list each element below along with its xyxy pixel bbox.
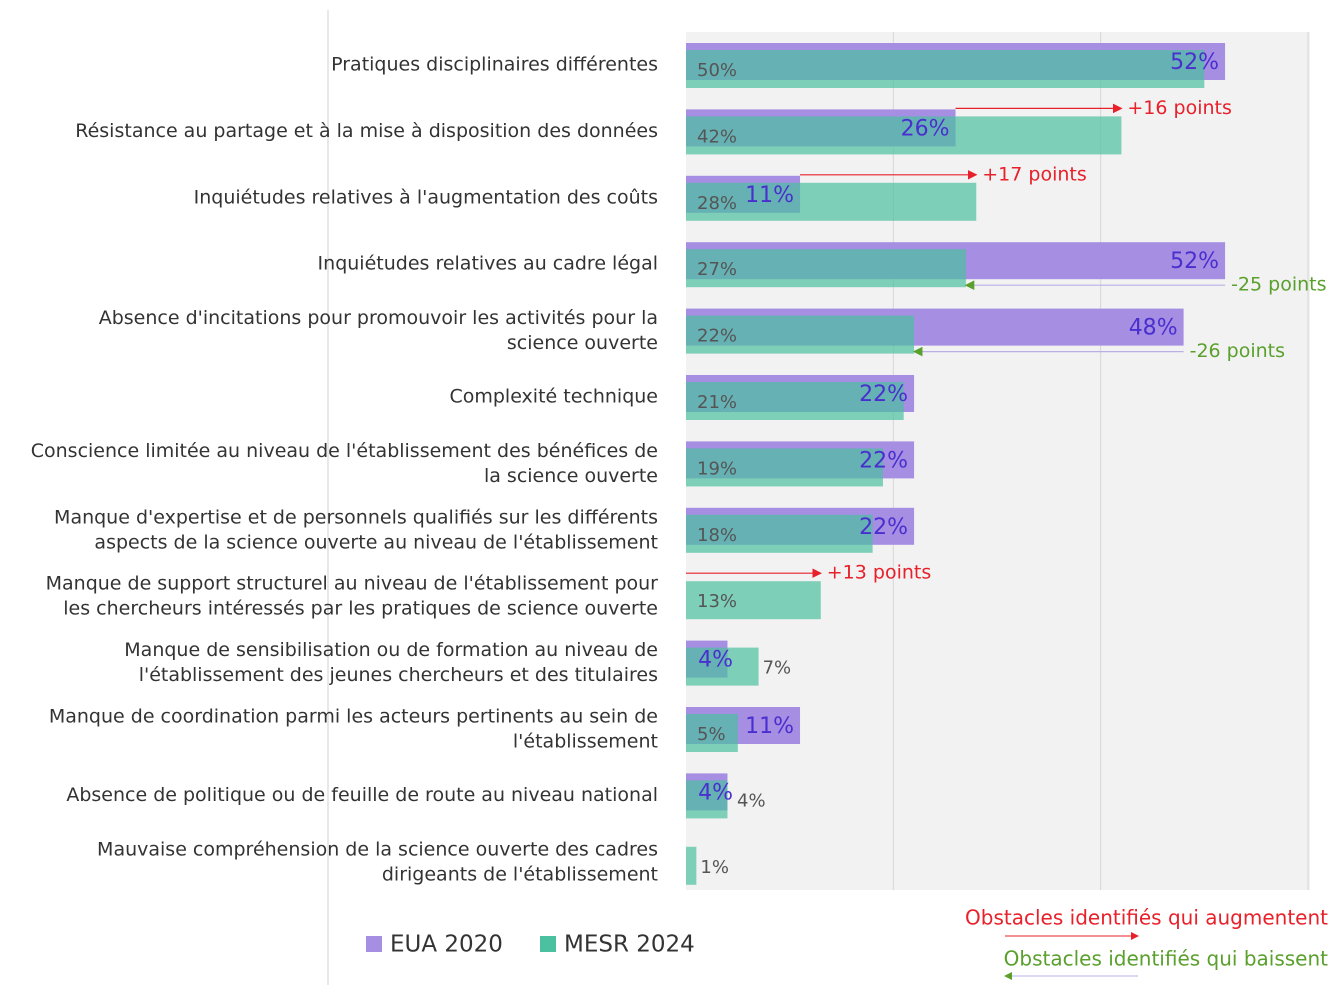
data-label: 22% bbox=[859, 515, 908, 540]
bar bbox=[686, 514, 873, 553]
data-label: 7% bbox=[763, 658, 792, 679]
category-label: Pratiques disciplinaires différentes bbox=[331, 54, 658, 76]
legend-label: MESR 2024 bbox=[564, 932, 695, 958]
category-label: Inquiétudes relatives à l'augmentation d… bbox=[194, 186, 658, 208]
bar bbox=[686, 315, 915, 354]
data-label: 11% bbox=[745, 183, 794, 208]
legend-swatch bbox=[540, 936, 556, 952]
data-label: 52% bbox=[1170, 50, 1219, 75]
bar bbox=[686, 581, 821, 620]
bar bbox=[686, 714, 738, 752]
bar bbox=[686, 249, 966, 288]
data-label: 19% bbox=[697, 458, 737, 479]
annotation: -26 points bbox=[1190, 340, 1285, 362]
data-label: 28% bbox=[697, 193, 737, 214]
category-label: Manque de support structurel au niveau d… bbox=[46, 572, 659, 619]
legend-label: EUA 2020 bbox=[390, 932, 503, 958]
data-label: 13% bbox=[697, 591, 737, 612]
data-label: 1% bbox=[700, 857, 729, 878]
data-label: 4% bbox=[737, 790, 766, 811]
bar bbox=[686, 647, 759, 686]
annotation: +13 points bbox=[827, 562, 932, 584]
category-label: Mauvaise compréhension de la science ouv… bbox=[97, 838, 658, 885]
data-label: 21% bbox=[697, 392, 737, 413]
data-label: 50% bbox=[697, 60, 737, 81]
category-label: Inquiétudes relatives au cadre légal bbox=[318, 253, 658, 275]
category-label: Absence de politique ou de feuille de ro… bbox=[66, 784, 658, 806]
annotation: -25 points bbox=[1231, 274, 1326, 296]
bar bbox=[686, 448, 883, 487]
category-label: Conscience limitée au niveau de l'établi… bbox=[31, 439, 658, 486]
data-label: 27% bbox=[697, 259, 737, 280]
data-label: 22% bbox=[697, 326, 737, 347]
data-label: 22% bbox=[859, 448, 908, 473]
data-label: 4% bbox=[698, 648, 733, 673]
key-label: Obstacles identifiés qui baissent bbox=[1004, 947, 1329, 971]
data-label: 52% bbox=[1170, 249, 1219, 274]
data-label: 18% bbox=[697, 525, 737, 546]
category-label: Manque de coordination parmi les acteurs… bbox=[49, 705, 658, 752]
legend-swatch bbox=[366, 936, 382, 952]
category-label: Complexité technique bbox=[449, 386, 658, 408]
bar bbox=[686, 116, 1122, 155]
annotation: +17 points bbox=[982, 163, 1086, 185]
data-label: 5% bbox=[697, 724, 726, 745]
bar bbox=[686, 382, 904, 420]
data-label: 22% bbox=[859, 382, 908, 407]
data-label: 11% bbox=[745, 714, 794, 739]
bar bbox=[686, 50, 1205, 88]
annotation: +16 points bbox=[1127, 97, 1232, 119]
category-label: Manque de sensibilisation ou de formatio… bbox=[124, 639, 658, 686]
bar bbox=[686, 780, 728, 819]
category-label: Résistance au partage et à la mise à dis… bbox=[75, 120, 658, 142]
key-label: Obstacles identifiés qui augmentent bbox=[965, 906, 1328, 930]
data-label: 26% bbox=[901, 116, 950, 141]
data-label: 48% bbox=[1129, 316, 1178, 341]
bar bbox=[686, 182, 977, 221]
data-label: 42% bbox=[697, 126, 737, 147]
category-label: Manque d'expertise et de personnels qual… bbox=[54, 506, 658, 553]
category-label: Absence d'incitations pour promouvoir le… bbox=[99, 307, 658, 354]
data-label: 4% bbox=[698, 780, 733, 805]
bar bbox=[686, 846, 697, 885]
